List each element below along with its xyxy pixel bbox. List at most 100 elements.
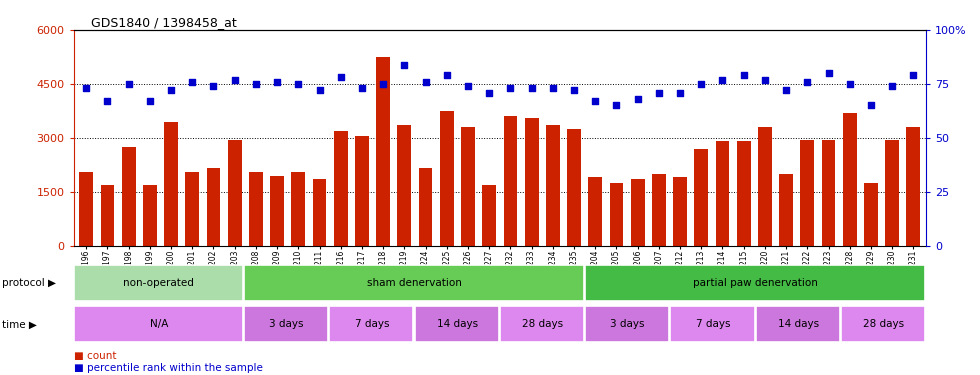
Point: [461, 83, 476, 89]
Bar: [398, 125, 412, 246]
Point: [778, 87, 794, 93]
Point: [121, 81, 136, 87]
Point: [842, 81, 858, 87]
Point: [375, 81, 391, 87]
Bar: [588, 177, 602, 246]
Bar: [885, 140, 899, 246]
Point: [354, 85, 369, 91]
Bar: [249, 172, 263, 246]
Bar: [821, 140, 835, 246]
Bar: [185, 172, 199, 246]
Point: [206, 83, 221, 89]
Point: [566, 87, 582, 93]
Bar: [779, 174, 793, 246]
Bar: [313, 179, 326, 246]
Bar: [418, 168, 432, 246]
Text: partial paw denervation: partial paw denervation: [693, 278, 818, 288]
Text: 14 days: 14 days: [778, 320, 818, 329]
Bar: [376, 57, 390, 246]
Point: [758, 76, 773, 82]
Point: [226, 76, 242, 82]
Point: [714, 76, 730, 82]
Point: [312, 87, 327, 93]
Bar: [440, 111, 454, 246]
Text: 3 days: 3 days: [611, 320, 645, 329]
Bar: [585, 306, 669, 342]
Bar: [122, 147, 135, 246]
Bar: [864, 183, 878, 246]
Bar: [524, 118, 538, 246]
Point: [820, 70, 836, 76]
Point: [417, 79, 433, 85]
Bar: [500, 306, 584, 342]
Bar: [843, 112, 857, 246]
Point: [333, 74, 349, 81]
Bar: [567, 129, 581, 246]
Text: 7 days: 7 days: [355, 320, 389, 329]
Point: [609, 102, 624, 108]
Bar: [74, 265, 243, 301]
Text: GDS1840 / 1398458_at: GDS1840 / 1398458_at: [90, 16, 236, 29]
Bar: [462, 127, 475, 246]
Text: time ▶: time ▶: [2, 320, 37, 329]
Text: ■ count: ■ count: [74, 351, 116, 360]
Bar: [504, 116, 517, 246]
Bar: [546, 125, 560, 246]
Bar: [737, 141, 751, 246]
Point: [545, 85, 561, 91]
Bar: [801, 140, 814, 246]
Text: sham denervation: sham denervation: [368, 278, 462, 288]
Text: 28 days: 28 days: [522, 320, 563, 329]
Bar: [631, 179, 645, 246]
Bar: [673, 177, 687, 246]
Bar: [101, 184, 115, 246]
Point: [630, 96, 646, 102]
Point: [164, 87, 179, 93]
Point: [587, 98, 603, 104]
Bar: [74, 306, 243, 342]
Point: [651, 90, 666, 96]
Bar: [670, 306, 755, 342]
Bar: [841, 306, 925, 342]
Bar: [715, 141, 729, 246]
Point: [397, 62, 413, 68]
Bar: [610, 183, 623, 246]
Text: protocol ▶: protocol ▶: [2, 278, 56, 288]
Point: [184, 79, 200, 85]
Point: [270, 79, 285, 85]
Text: 28 days: 28 days: [863, 320, 904, 329]
Bar: [355, 136, 368, 246]
Bar: [207, 168, 220, 246]
Bar: [79, 172, 93, 246]
Bar: [585, 265, 925, 301]
Bar: [758, 127, 772, 246]
Bar: [482, 184, 496, 246]
Bar: [415, 306, 499, 342]
Bar: [334, 130, 348, 246]
Bar: [227, 140, 242, 246]
Point: [672, 90, 688, 96]
Point: [884, 83, 900, 89]
Text: N/A: N/A: [150, 320, 168, 329]
Point: [142, 98, 158, 104]
Bar: [695, 148, 709, 246]
Bar: [165, 122, 178, 246]
Bar: [244, 265, 584, 301]
Point: [906, 72, 921, 78]
Text: 3 days: 3 days: [270, 320, 304, 329]
Point: [736, 72, 752, 78]
Bar: [756, 306, 840, 342]
Point: [78, 85, 94, 91]
Point: [100, 98, 116, 104]
Point: [439, 72, 455, 78]
Point: [523, 85, 539, 91]
Point: [800, 79, 815, 85]
Bar: [652, 174, 665, 246]
Point: [694, 81, 710, 87]
Point: [863, 102, 879, 108]
Bar: [906, 127, 920, 246]
Point: [503, 85, 518, 91]
Point: [248, 81, 264, 87]
Bar: [329, 306, 414, 342]
Point: [481, 90, 497, 96]
